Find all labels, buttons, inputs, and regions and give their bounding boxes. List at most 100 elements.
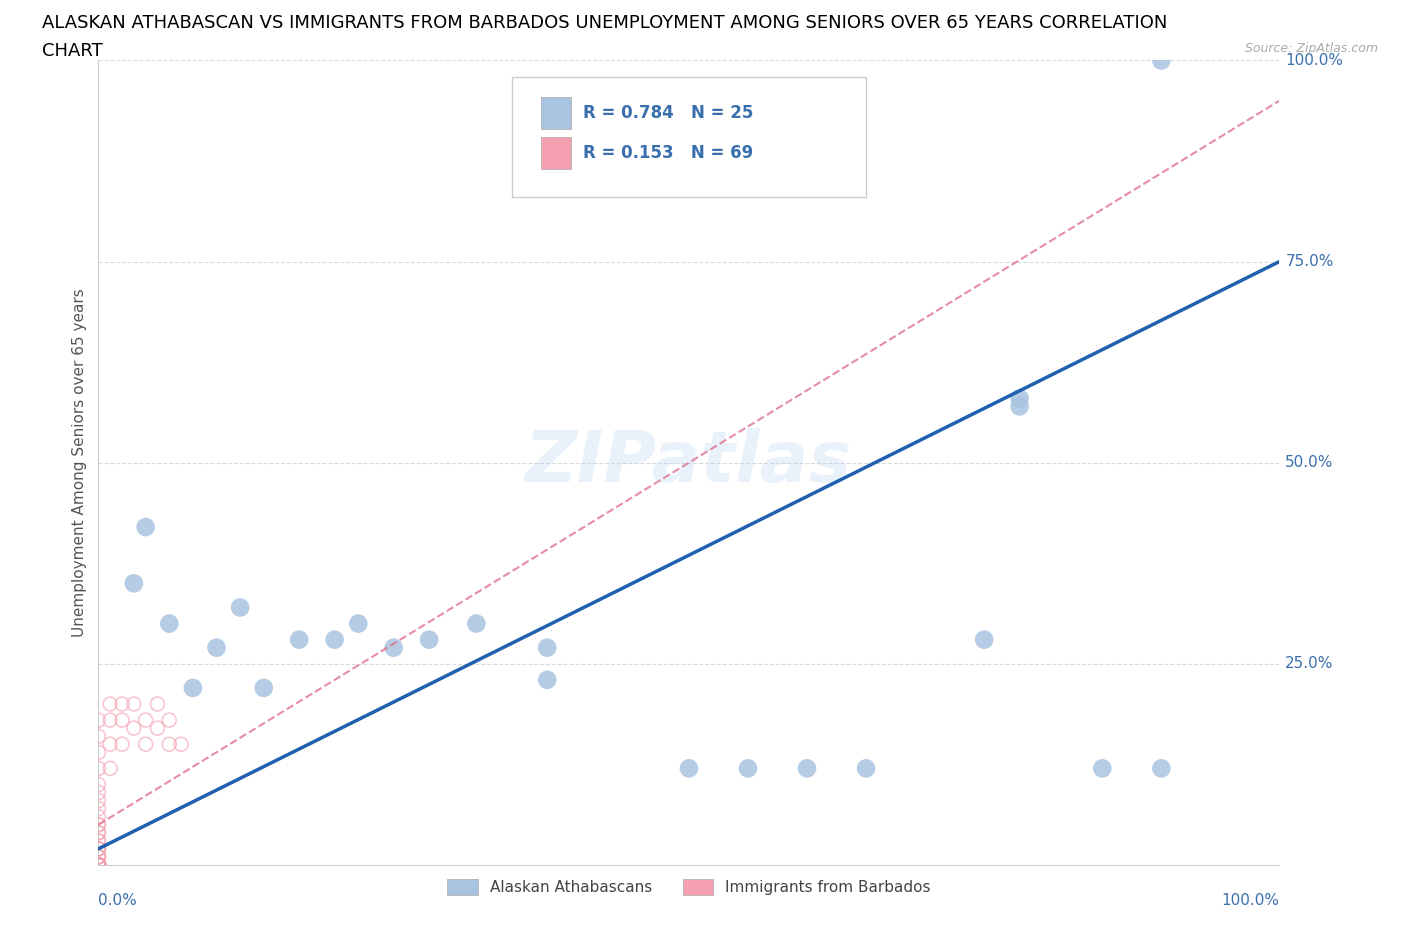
Point: [87, 825, 110, 840]
Point: [87, 857, 110, 872]
Point: [418, 632, 440, 647]
Point: [87, 761, 110, 776]
Text: ALASKAN ATHABASCAN VS IMMIGRANTS FROM BARBADOS UNEMPLOYMENT AMONG SENIORS OVER 6: ALASKAN ATHABASCAN VS IMMIGRANTS FROM BA…: [42, 14, 1167, 32]
Point: [1150, 761, 1173, 776]
Text: 100.0%: 100.0%: [1222, 893, 1279, 908]
Point: [87, 849, 110, 864]
Point: [87, 857, 110, 872]
Point: [205, 640, 228, 655]
Point: [1008, 399, 1031, 414]
Point: [87, 842, 110, 857]
Point: [87, 833, 110, 848]
Point: [87, 809, 110, 824]
Point: [87, 857, 110, 872]
Point: [135, 737, 157, 751]
Point: [87, 857, 110, 872]
Point: [87, 801, 110, 816]
Point: [87, 745, 110, 760]
Point: [87, 825, 110, 840]
Point: [87, 857, 110, 872]
Point: [135, 712, 157, 727]
Text: CHART: CHART: [42, 42, 103, 60]
Point: [87, 849, 110, 864]
Point: [111, 712, 134, 727]
Point: [157, 616, 180, 631]
Point: [146, 697, 169, 711]
Point: [87, 857, 110, 872]
Point: [87, 857, 110, 872]
Point: [87, 857, 110, 872]
Point: [98, 712, 121, 727]
Point: [111, 697, 134, 711]
Point: [87, 857, 110, 872]
Y-axis label: Unemployment Among Seniors over 65 years: Unemployment Among Seniors over 65 years: [72, 288, 87, 637]
Point: [855, 761, 877, 776]
Point: [87, 857, 110, 872]
Point: [87, 857, 110, 872]
Point: [229, 600, 252, 615]
Point: [1008, 391, 1031, 405]
Point: [737, 761, 759, 776]
Point: [87, 857, 110, 872]
Point: [87, 857, 110, 872]
Point: [87, 785, 110, 800]
Text: 50.0%: 50.0%: [1285, 455, 1334, 471]
Point: [170, 737, 193, 751]
Point: [122, 721, 145, 736]
Point: [1091, 761, 1114, 776]
Point: [796, 761, 818, 776]
FancyBboxPatch shape: [541, 97, 571, 129]
Point: [87, 842, 110, 857]
Point: [87, 857, 110, 872]
Point: [87, 849, 110, 864]
Point: [87, 857, 110, 872]
Point: [87, 833, 110, 848]
Point: [973, 632, 995, 647]
Point: [536, 672, 558, 687]
Text: 0.0%: 0.0%: [98, 893, 138, 908]
Point: [87, 857, 110, 872]
Point: [87, 857, 110, 872]
Point: [288, 632, 311, 647]
Point: [87, 857, 110, 872]
Point: [1150, 53, 1173, 68]
Point: [157, 712, 180, 727]
Point: [87, 857, 110, 872]
Point: [87, 857, 110, 872]
Point: [122, 576, 145, 591]
Text: R = 0.153   N = 69: R = 0.153 N = 69: [582, 144, 752, 162]
Point: [87, 729, 110, 744]
Point: [87, 793, 110, 808]
Point: [87, 777, 110, 791]
Point: [87, 857, 110, 872]
Point: [87, 857, 110, 872]
Point: [157, 737, 180, 751]
Point: [87, 857, 110, 872]
Point: [87, 817, 110, 832]
Text: Source: ZipAtlas.com: Source: ZipAtlas.com: [1244, 42, 1378, 55]
Text: 25.0%: 25.0%: [1285, 657, 1334, 671]
Text: 100.0%: 100.0%: [1285, 53, 1343, 68]
Point: [135, 520, 157, 535]
Point: [87, 857, 110, 872]
Point: [87, 857, 110, 872]
Point: [382, 640, 405, 655]
Point: [87, 817, 110, 832]
Point: [465, 616, 488, 631]
Point: [678, 761, 700, 776]
Point: [111, 737, 134, 751]
Point: [87, 857, 110, 872]
FancyBboxPatch shape: [512, 76, 866, 197]
Point: [323, 632, 346, 647]
Legend: Alaskan Athabascans, Immigrants from Barbados: Alaskan Athabascans, Immigrants from Bar…: [441, 873, 936, 901]
Point: [87, 857, 110, 872]
Point: [98, 697, 121, 711]
Point: [181, 681, 204, 696]
Text: ZIPatlas: ZIPatlas: [526, 428, 852, 498]
Point: [98, 761, 121, 776]
FancyBboxPatch shape: [541, 137, 571, 169]
Point: [87, 857, 110, 872]
Text: R = 0.784   N = 25: R = 0.784 N = 25: [582, 104, 754, 122]
Point: [87, 857, 110, 872]
Point: [87, 857, 110, 872]
